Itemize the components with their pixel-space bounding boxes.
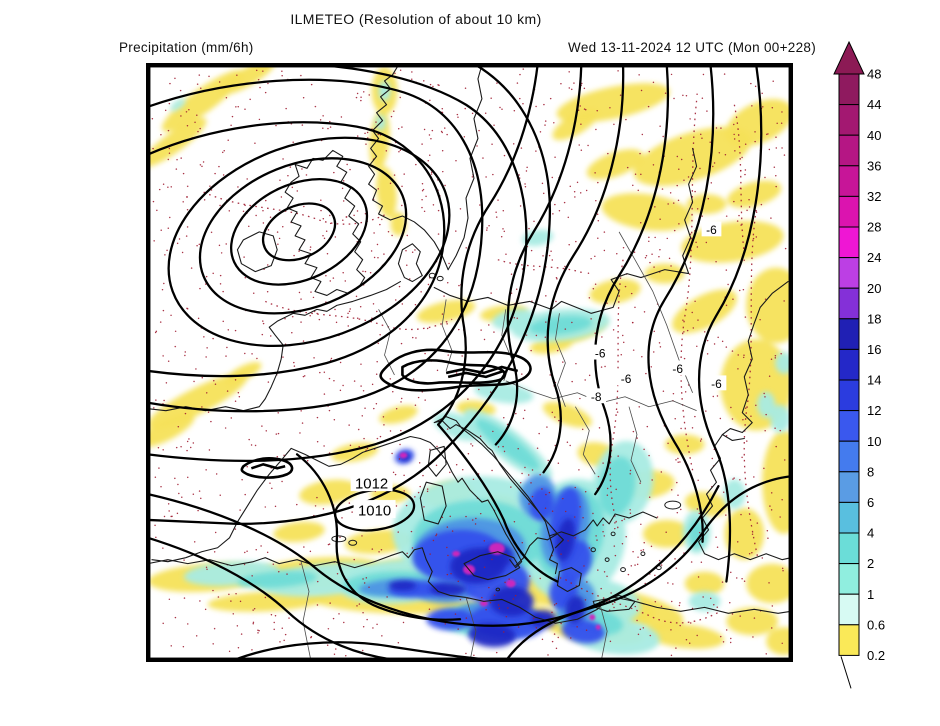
legend-value: 24 [867,250,881,265]
legend-value: 36 [867,158,881,173]
label-halo [701,221,722,237]
map-canvas: 1012 1010 -6 -6 -6 -6 -6 -8 [148,65,791,660]
label-halo [353,500,396,518]
map-labels: 1012 1010 -6 -6 -6 -6 -6 -8 [350,221,727,519]
legend-cell [838,440,860,473]
isobar-label: 1010 [358,503,391,519]
legend-value: 0.2 [867,648,885,663]
legend-value: 28 [867,220,881,235]
label-halo [590,344,611,360]
isobar-label: -6 [706,223,717,237]
legend-value: 20 [867,281,881,296]
legend-cell [838,134,860,167]
legend-value: 16 [867,342,881,357]
legend-value: 18 [867,311,881,326]
legend-cell [838,624,860,656]
isobar-label: 1012 [355,477,388,493]
legend-value: 40 [867,128,881,143]
precip-light-layer [148,65,791,656]
legend-cell [838,379,860,412]
legend-cell [838,532,860,565]
legend-cell [838,318,860,350]
legend-cell [838,471,860,503]
legend-cell [838,563,860,595]
page-title: ILMETEO (Resolution of about 10 km) [290,11,542,27]
label-halo [706,375,727,391]
legend-cell [838,73,860,106]
label-halo [667,360,688,376]
valid-time-label: Wed 13-11-2024 12 UTC (Mon 00+228) [568,40,816,55]
isobar-label: -6 [711,377,722,391]
legend-value: 2 [867,556,874,571]
dotted-contours [203,100,759,624]
legend-value: 8 [867,464,874,479]
legend-cell [838,226,860,259]
legend-value: 32 [867,189,881,204]
legend-value: 10 [867,434,881,449]
legend-cell [838,410,860,442]
label-halo [350,473,393,492]
isobar-lines [148,65,791,660]
coastlines [148,65,791,660]
legend-value: 4 [867,526,874,541]
isobar-label: -8 [591,390,602,404]
label-halo [586,388,607,404]
legend-value: 0.6 [867,617,885,632]
legend-cell [838,501,860,534]
legend-value: 14 [867,373,881,388]
isobar-label: -6 [595,346,606,360]
legend-cell [838,104,860,136]
legend-cell [838,165,860,197]
legend-cell [838,287,860,320]
variable-label: Precipitation (mm/6h) [119,40,254,55]
legend-cell [838,348,860,381]
legend-cell [838,257,860,289]
forecast-map: 1012 1010 -6 -6 -6 -6 -6 -8 [146,63,793,662]
legend-cell [838,195,860,228]
precipitation-scale: 48 44 40 36 32 28 24 20 18 16 14 12 10 8 6 4 2 1 0.6 0.2 [833,40,885,689]
map-border [148,65,791,660]
scale-arrow-icon [833,40,865,75]
isobar-label: -6 [621,372,632,386]
legend-value: 1 [867,587,874,602]
label-halo [616,370,636,386]
scale-tail-line [840,656,852,689]
legend-cell [838,593,860,626]
isobar-label: -6 [672,362,683,376]
legend-value: 48 [867,67,881,82]
legend-value: 12 [867,403,881,418]
legend-value: 44 [867,97,881,112]
legend-value: 6 [867,495,874,510]
